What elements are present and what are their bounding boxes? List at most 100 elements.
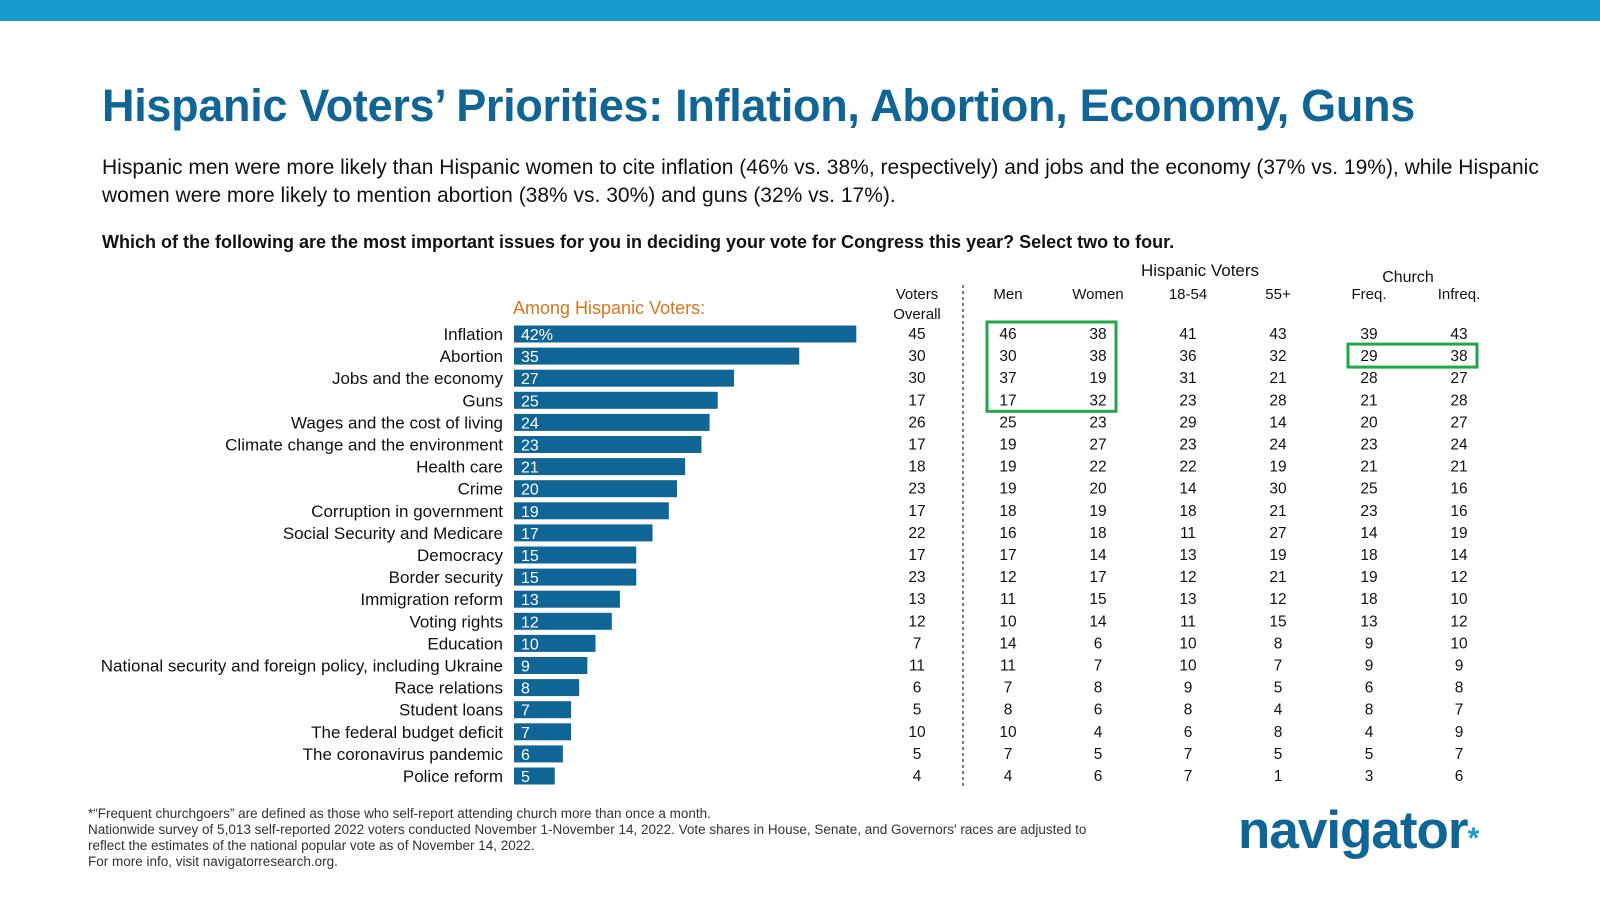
table-cell: 13 bbox=[1179, 591, 1196, 608]
table-cell: 17 bbox=[908, 437, 925, 454]
table-cell: 18 bbox=[908, 459, 925, 476]
table-cell: 16 bbox=[1450, 503, 1467, 520]
table-cell: 17 bbox=[999, 547, 1016, 564]
table-cell: 4 bbox=[1365, 724, 1374, 741]
category-label: National security and foreign policy, in… bbox=[101, 657, 503, 676]
bar bbox=[514, 458, 686, 476]
table-cell: 14 bbox=[1179, 481, 1197, 498]
bar bbox=[514, 612, 612, 630]
table-cell: 18 bbox=[1360, 547, 1377, 564]
table-cell: 8 bbox=[1274, 724, 1283, 741]
table-cell: 8 bbox=[1365, 702, 1374, 719]
column-header: Women bbox=[1072, 286, 1123, 303]
table-cell: 11 bbox=[909, 658, 925, 675]
table-cell: 22 bbox=[1179, 459, 1196, 476]
table-cell: 19 bbox=[999, 481, 1016, 498]
table-cell: 25 bbox=[999, 414, 1016, 431]
priorities-chart: Among Hispanic Voters: Inflation 42% Aborti… bbox=[101, 261, 1480, 787]
footnote-line: For more info, visit navigatorresearch.o… bbox=[88, 854, 338, 869]
table-cell: 5 bbox=[1365, 746, 1374, 763]
category-label: Climate change and the environment bbox=[225, 436, 503, 455]
footnotes: *“Frequent churchgoers” are defined as t… bbox=[88, 806, 1218, 870]
bar-value-label: 5 bbox=[521, 769, 530, 786]
table-cell: 28 bbox=[1360, 370, 1377, 387]
table-cell: 8 bbox=[1274, 635, 1283, 652]
table-cell: 10 bbox=[1450, 635, 1468, 652]
table-cell: 16 bbox=[999, 525, 1016, 542]
table-cell: 32 bbox=[1089, 392, 1106, 409]
bar-value-label: 24 bbox=[521, 415, 539, 432]
table-cell: 18 bbox=[999, 503, 1016, 520]
column-header: Men bbox=[993, 286, 1022, 303]
bar bbox=[514, 391, 718, 409]
category-label: Democracy bbox=[417, 546, 503, 565]
bar-value-label: 10 bbox=[521, 636, 539, 653]
table-cell: 5 bbox=[913, 702, 922, 719]
table-cell: 27 bbox=[1269, 525, 1286, 542]
table-cell: 16 bbox=[1450, 481, 1467, 498]
column-header: Freq. bbox=[1351, 286, 1386, 303]
category-label: Jobs and the economy bbox=[332, 369, 504, 388]
table-cell: 43 bbox=[1450, 326, 1467, 343]
table-cell: 5 bbox=[1094, 746, 1103, 763]
table-cell: 5 bbox=[1274, 680, 1283, 697]
table-cell: 4 bbox=[913, 768, 922, 785]
table-cell: 8 bbox=[1004, 702, 1013, 719]
table-cell: 3 bbox=[1365, 768, 1374, 785]
category-label: The federal budget deficit bbox=[311, 723, 503, 742]
table-cell: 19 bbox=[1269, 547, 1286, 564]
bar-value-label: 12 bbox=[521, 614, 539, 631]
category-label: The coronavirus pandemic bbox=[303, 745, 504, 764]
table-cell: 14 bbox=[1269, 414, 1287, 431]
table-cell: 7 bbox=[1455, 702, 1464, 719]
table-cell: 28 bbox=[1450, 392, 1467, 409]
bar-value-label: 21 bbox=[521, 460, 539, 477]
table-cell: 41 bbox=[1179, 326, 1196, 343]
table-cell: 27 bbox=[1450, 414, 1467, 431]
bar-value-label: 23 bbox=[521, 438, 539, 455]
bar-series-label: Among Hispanic Voters: bbox=[513, 298, 705, 318]
bar bbox=[514, 524, 653, 542]
survey-question: Which of the following are the most impo… bbox=[102, 232, 1175, 252]
table-cell: 23 bbox=[1360, 503, 1377, 520]
table-cell: 6 bbox=[1455, 768, 1464, 785]
category-label: Abortion bbox=[440, 347, 503, 366]
bar bbox=[514, 480, 677, 498]
table-cell: 14 bbox=[1089, 613, 1107, 630]
highlight-box bbox=[1346, 342, 1479, 369]
category-label: Crime bbox=[458, 480, 503, 499]
table-cell: 11 bbox=[1180, 613, 1196, 630]
table-cell: 12 bbox=[1450, 613, 1467, 630]
bar bbox=[514, 347, 800, 365]
table-cell: 19 bbox=[999, 437, 1016, 454]
table-cell: 20 bbox=[1089, 481, 1107, 498]
table-cell: 23 bbox=[1179, 392, 1196, 409]
bar bbox=[514, 745, 563, 763]
column-header: Overall bbox=[893, 306, 941, 323]
table-cell: 11 bbox=[1000, 658, 1016, 675]
bar-value-label: 7 bbox=[521, 703, 530, 720]
table-cell: 38 bbox=[1450, 348, 1467, 365]
category-label: Corruption in government bbox=[311, 502, 503, 521]
table-cell: 7 bbox=[913, 635, 922, 652]
bar bbox=[514, 325, 857, 343]
table-cell: 30 bbox=[908, 370, 926, 387]
table-cell: 12 bbox=[1179, 569, 1196, 586]
category-label: Wages and the cost of living bbox=[291, 413, 503, 432]
table-cell: 14 bbox=[1089, 547, 1107, 564]
category-label: Border security bbox=[389, 568, 504, 587]
bar bbox=[514, 413, 710, 431]
table-cell: 13 bbox=[908, 591, 925, 608]
table-cell: 26 bbox=[908, 414, 925, 431]
table-cell: 9 bbox=[1455, 724, 1464, 741]
table-cell: 20 bbox=[1360, 414, 1378, 431]
bar bbox=[514, 590, 620, 608]
table-cell: 45 bbox=[908, 326, 925, 343]
table-cell: 32 bbox=[1269, 348, 1286, 365]
table-cell: 10 bbox=[1179, 635, 1197, 652]
table-cell: 23 bbox=[1089, 414, 1106, 431]
table-cell: 25 bbox=[1360, 481, 1377, 498]
table-cell: 21 bbox=[1360, 392, 1377, 409]
bar bbox=[514, 767, 555, 785]
table-cell: 6 bbox=[1094, 702, 1103, 719]
